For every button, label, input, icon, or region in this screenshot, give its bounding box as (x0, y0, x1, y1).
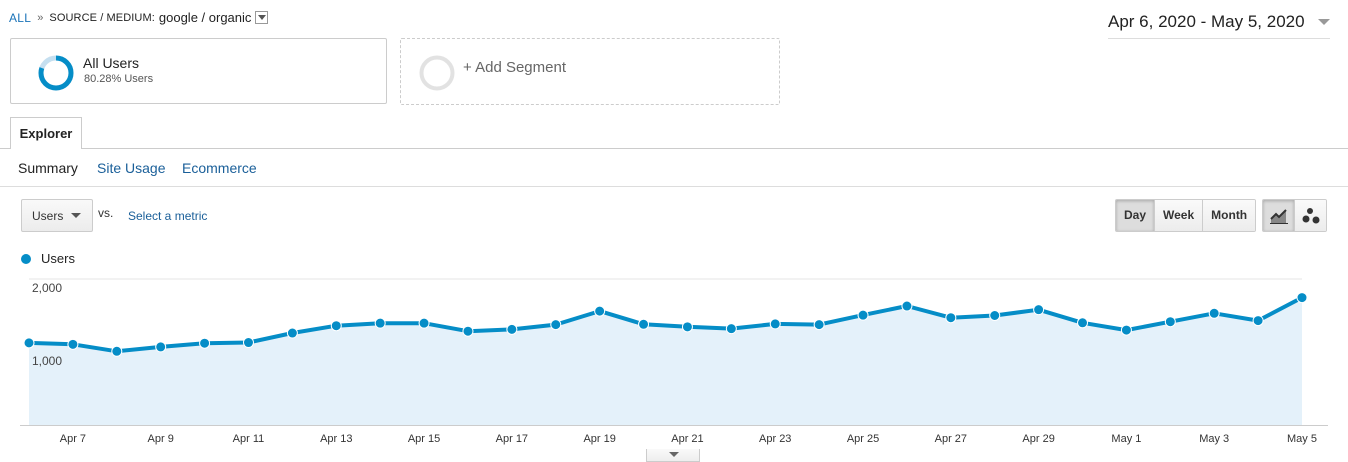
data-point[interactable] (857, 309, 869, 321)
x-tick-label: Apr 17 (496, 433, 528, 445)
day-button[interactable]: Day (1116, 200, 1155, 231)
data-point[interactable] (111, 345, 123, 357)
data-point[interactable] (374, 317, 386, 329)
data-point[interactable] (725, 323, 737, 335)
week-button[interactable]: Week (1154, 200, 1203, 231)
chevron-down-icon (1318, 19, 1330, 25)
segment-donut-icon (38, 55, 74, 91)
data-point[interactable] (945, 312, 957, 324)
data-point[interactable] (1164, 316, 1176, 328)
breadcrumb-dimension-value: google / organic (158, 10, 252, 25)
subtab-divider (0, 186, 1348, 187)
data-point[interactable] (550, 319, 562, 331)
x-tick-label: Apr 13 (320, 433, 352, 445)
x-tick-label: Apr 21 (671, 433, 703, 445)
data-point[interactable] (681, 321, 693, 333)
data-point[interactable] (989, 310, 1001, 321)
data-point[interactable] (506, 323, 518, 335)
x-tick-label: Apr 15 (408, 433, 440, 445)
x-tick-label: May 5 (1287, 433, 1317, 445)
data-point[interactable] (462, 325, 474, 337)
x-tick-label: Apr 23 (759, 433, 791, 445)
vs-label: vs. (98, 206, 114, 220)
chart-type-button-group (1262, 199, 1327, 232)
data-point[interactable] (1120, 324, 1132, 336)
data-point[interactable] (813, 319, 825, 331)
chart-legend: Users (21, 251, 75, 266)
metric-select[interactable]: Users (21, 199, 93, 232)
data-point[interactable] (1252, 315, 1264, 327)
y-tick-label: 1,000 (32, 354, 62, 368)
breadcrumb-all-link[interactable]: ALL (9, 10, 32, 25)
data-point[interactable] (23, 337, 35, 349)
x-tick-label: Apr 11 (233, 433, 265, 445)
date-range-label: Apr 6, 2020 - May 5, 2020 (1108, 12, 1305, 31)
subtab-summary[interactable]: Summary (18, 160, 78, 176)
data-point[interactable] (1033, 304, 1045, 316)
data-point[interactable] (901, 300, 913, 312)
motion-chart-button[interactable] (1294, 200, 1326, 231)
x-tick-label: May 3 (1199, 433, 1229, 445)
data-point[interactable] (155, 341, 167, 353)
y-axis-ticks: 2,000 1,000 (32, 281, 62, 368)
users-line (28, 295, 1303, 354)
x-tick-label: Apr 29 (1022, 433, 1054, 445)
subtab-ecommerce[interactable]: Ecommerce (182, 160, 257, 176)
x-tick-label: Apr 27 (935, 433, 967, 445)
data-point[interactable] (418, 317, 430, 329)
breadcrumb-separator: » (37, 11, 44, 24)
users-area (29, 297, 1302, 425)
subtab-site-usage[interactable]: Site Usage (97, 160, 166, 176)
add-segment-button[interactable]: + Add Segment (400, 38, 780, 105)
motion-chart-icon (1302, 207, 1319, 223)
chevron-down-icon (71, 213, 81, 218)
breadcrumb-dropdown-button[interactable] (255, 11, 269, 24)
data-point[interactable] (242, 337, 254, 349)
legend-swatch (21, 253, 31, 264)
x-tick-label: Apr 25 (847, 433, 879, 445)
line-chart-icon (1269, 208, 1288, 224)
data-point[interactable] (769, 318, 781, 330)
breadcrumb: ALL » SOURCE / MEDIUM: google / organic (9, 10, 269, 25)
x-tick-label: Apr 7 (60, 433, 86, 445)
period-button-group: Day Week Month (1115, 199, 1257, 232)
breadcrumb-dimension-label: SOURCE / MEDIUM: (49, 11, 155, 24)
data-point[interactable] (1208, 307, 1220, 319)
users-points (23, 292, 1308, 357)
x-tick-label: May 1 (1111, 433, 1141, 445)
x-axis-ticks: Apr 7 Apr 9 Apr 11 Apr 13 Apr 15 Apr 17 Apr 19… (60, 433, 1317, 445)
chart-expand-handle[interactable] (646, 449, 700, 462)
date-range-picker[interactable]: Apr 6, 2020 - May 5, 2020 (1108, 12, 1330, 39)
tab-divider (0, 148, 1348, 149)
data-point[interactable] (286, 327, 298, 339)
data-point[interactable] (1077, 317, 1089, 329)
tab-explorer[interactable]: Explorer (10, 117, 82, 149)
segment-title: All Users (83, 55, 140, 71)
segment-subtitle: 80.28% Users (84, 73, 154, 85)
empty-segment-ring-icon (419, 55, 455, 91)
data-point[interactable] (199, 337, 211, 349)
line-chart-button[interactable] (1263, 200, 1294, 231)
data-point[interactable] (330, 320, 342, 332)
y-tick-label: 2,000 (32, 281, 62, 295)
x-tick-label: Apr 9 (148, 433, 174, 445)
legend-label[interactable]: Users (41, 251, 75, 266)
data-point[interactable] (1296, 292, 1308, 304)
data-point[interactable] (638, 318, 650, 330)
data-point[interactable] (67, 338, 79, 350)
data-point[interactable] (594, 305, 606, 317)
x-tick-label: Apr 19 (583, 433, 615, 445)
add-segment-label: + Add Segment (463, 59, 566, 76)
metric-select-label: Users (32, 209, 64, 223)
month-button[interactable]: Month (1202, 200, 1256, 231)
select-metric-link[interactable]: Select a metric (128, 209, 208, 223)
segment-all-users[interactable]: All Users 80.28% Users (10, 38, 387, 104)
segment-donut-arc (38, 55, 74, 91)
